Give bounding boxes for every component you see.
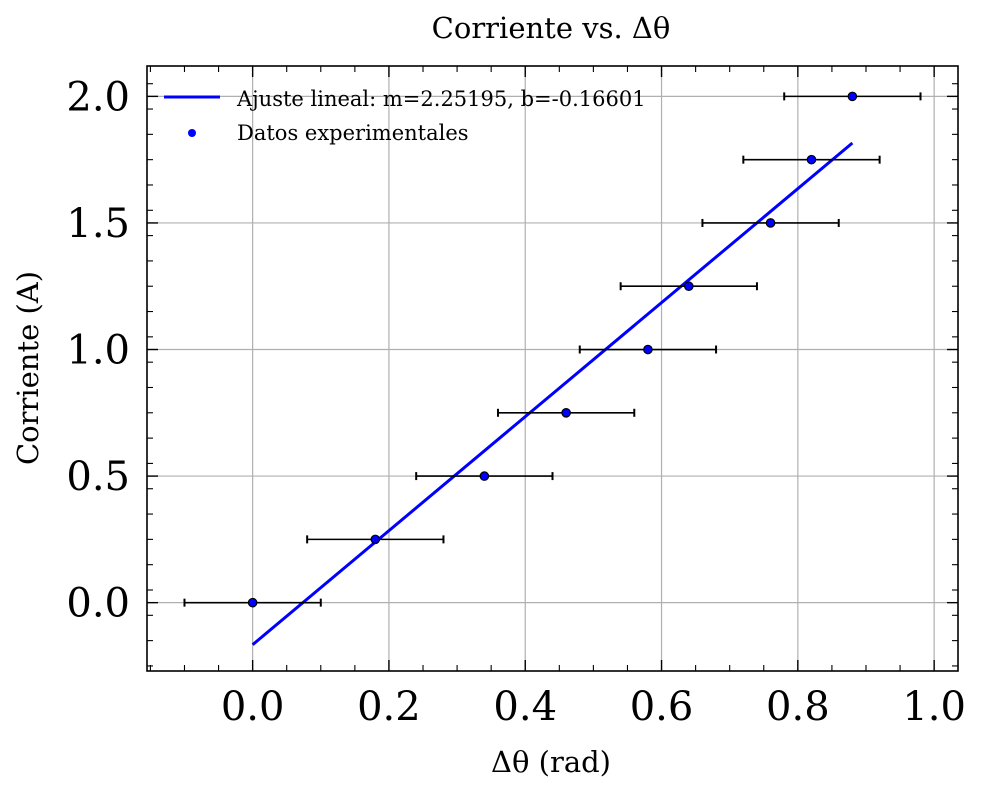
- plot-frame: [146, 65, 959, 672]
- series: [183, 91, 922, 646]
- data-point: [479, 471, 490, 481]
- x-tick-label: 0.4: [493, 684, 557, 730]
- x-tick-label: 0.0: [221, 684, 285, 730]
- x-tick-label: 0.8: [766, 684, 830, 730]
- y-tick-label: 1.5: [66, 201, 130, 247]
- fit-line: [251, 141, 854, 646]
- data-point: [684, 281, 694, 292]
- ticks: 0.0 0.2 0.4 0.6 0.8 1.0 0.0 0.5 1.0 1.5 2.0: [66, 66, 966, 730]
- y-axis-label: Corriente (A): [11, 271, 45, 465]
- data-point: [806, 154, 817, 165]
- chart-title: Corriente vs. Δθ: [432, 11, 671, 45]
- x-tick-label: 0.2: [357, 684, 421, 730]
- x-tick-label: 1.0: [902, 684, 966, 730]
- y-tick-label: 2.0: [66, 74, 130, 120]
- data-point: [847, 91, 858, 102]
- data-point: [370, 534, 381, 545]
- legend-label-data: Datos experimentales: [237, 121, 469, 145]
- data-point: [765, 218, 776, 228]
- data-point: [643, 344, 653, 355]
- data-point: [561, 407, 571, 418]
- legend-label-fit: Ajuste lineal: m=2.25195, b=-0.16601: [236, 87, 646, 111]
- x-axis-label: Δθ (rad): [491, 745, 611, 779]
- legend: Ajuste lineal: m=2.25195, b=-0.16601 Dat…: [164, 87, 646, 145]
- y-tick-label: 0.5: [66, 454, 130, 500]
- y-tick-label: 1.0: [66, 328, 130, 374]
- data-point: [247, 597, 258, 608]
- legend-marker-swatch: [188, 129, 196, 137]
- y-tick-label: 0.0: [66, 581, 130, 627]
- x-tick-label: 0.6: [630, 684, 694, 730]
